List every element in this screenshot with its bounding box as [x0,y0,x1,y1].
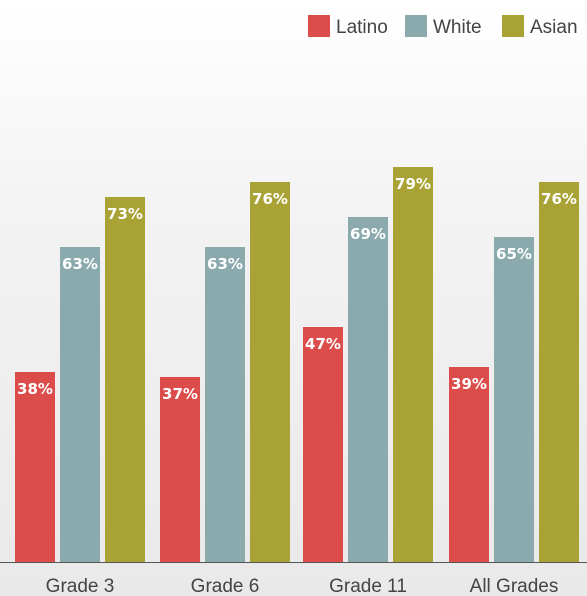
x-tick-labels: Grade 3 Grade 6 Grade 11 All Grades [46,576,559,596]
data-label-latino-grade-11: 47% [305,335,341,353]
data-label-latino-grade-6: 37% [162,385,198,403]
bar-asian-grade-3 [105,197,145,562]
bar-asian-all-grades [539,182,579,562]
legend-swatch-latino [308,15,330,37]
bar-latino-grade-11 [303,327,343,562]
data-label-white-grade-11: 69% [350,225,386,243]
legend-swatch-white [405,15,427,37]
bar-white-all-grades [494,237,534,562]
x-tick-grade-3: Grade 3 [46,576,115,596]
x-tick-grade-11: Grade 11 [329,576,407,596]
data-label-white-all-grades: 65% [496,245,532,263]
bar-white-grade-6 [205,247,245,562]
bar-asian-grade-6 [250,182,290,562]
x-tick-all-grades: All Grades [470,576,559,596]
data-label-latino-all-grades: 39% [451,375,487,393]
data-label-asian-grade-3: 73% [107,205,143,223]
data-label-white-grade-6: 63% [207,255,243,273]
data-label-asian-all-grades: 76% [541,190,577,208]
x-tick-grade-6: Grade 6 [191,576,260,596]
bar-latino-grade-3 [15,372,55,562]
bar-white-grade-3 [60,247,100,562]
legend-swatch-asian [502,15,524,37]
bar-white-grade-11 [348,217,388,562]
bar-latino-grade-6 [160,377,200,562]
data-label-asian-grade-6: 76% [252,190,288,208]
legend-label-white: White [433,17,482,38]
bar-latino-all-grades [449,367,489,562]
bars: 38% 63% 73% 37% 63% 76% 47% 69% 79% 39% 65% 76% [15,167,579,562]
bar-asian-grade-11 [393,167,433,562]
data-label-latino-grade-3: 38% [17,380,53,398]
legend-label-latino: Latino [336,17,388,38]
legend-label-asian: Asian [530,17,578,38]
data-label-asian-grade-11: 79% [395,175,431,193]
data-label-white-grade-3: 63% [62,255,98,273]
legend: Latino White Asian [308,15,578,38]
